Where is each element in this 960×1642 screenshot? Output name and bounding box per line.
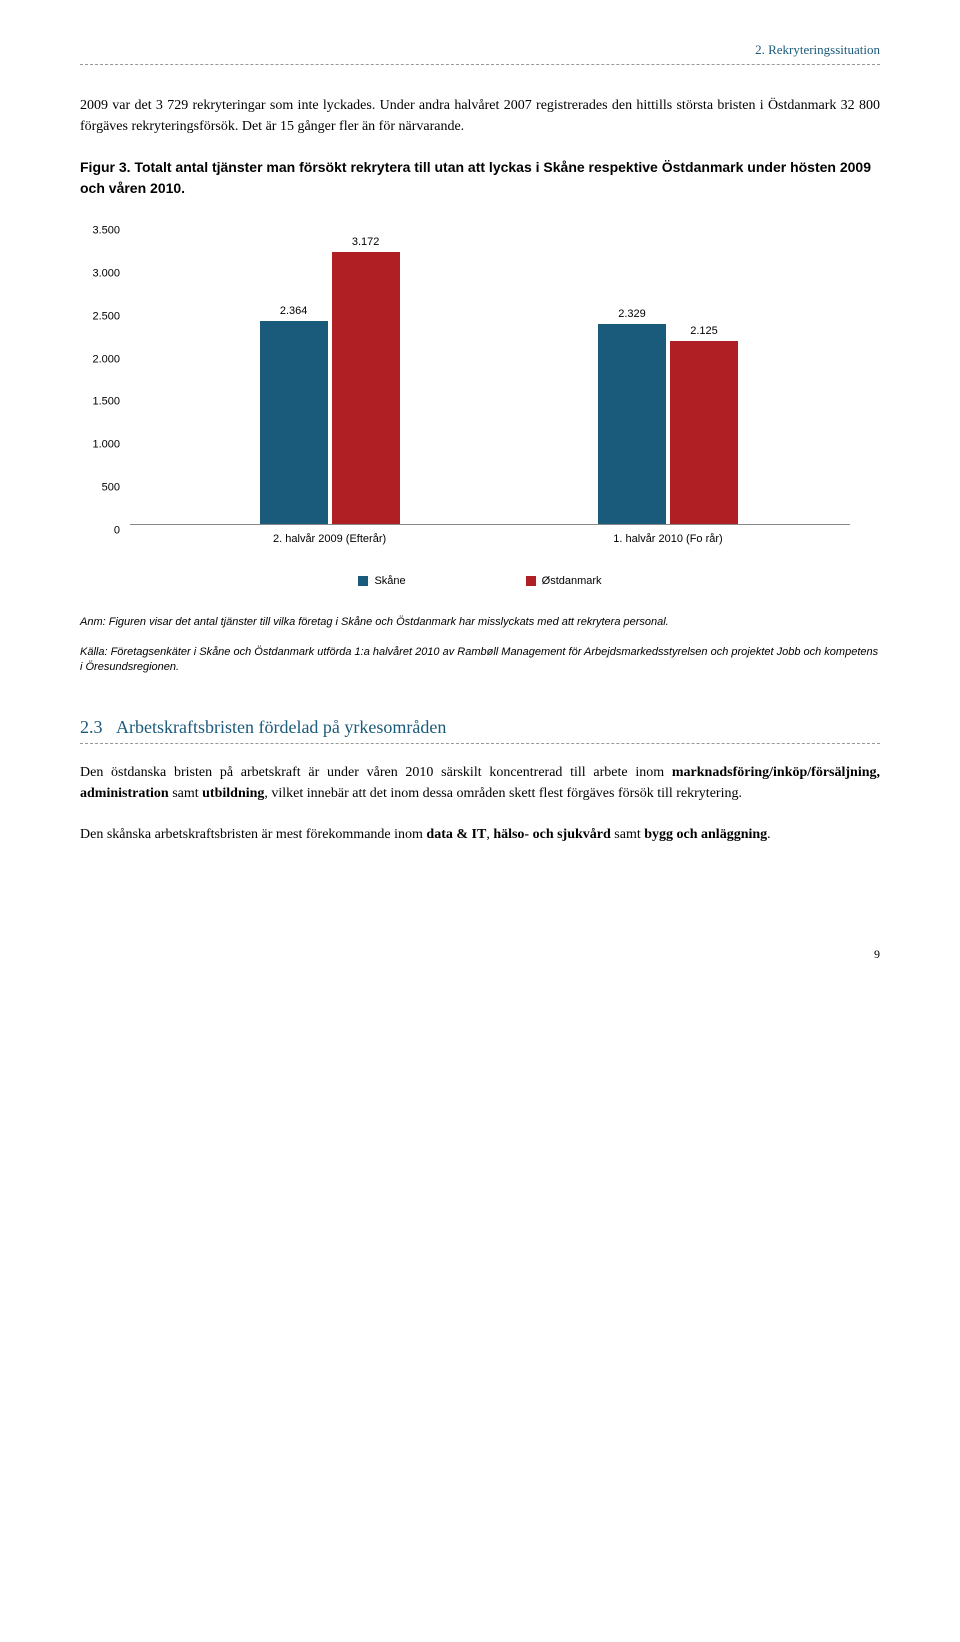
legend-swatch — [526, 576, 536, 586]
text-span: , vilket innebär att det inom dessa områ… — [264, 786, 742, 801]
text-span: . — [767, 827, 771, 842]
page-number: 9 — [80, 945, 880, 963]
page-header: 2. Rekryteringssituation — [80, 40, 880, 65]
figure-note-kalla: Källa: Företagsenkäter i Skåne och Östda… — [80, 645, 880, 674]
bold-text: hälso- och sjukvård — [493, 827, 610, 842]
section-para-2: Den skånska arbetskraftsbristen är mest … — [80, 824, 880, 845]
legend-label: Østdanmark — [542, 573, 602, 590]
chart-legend: Skåne Østdanmark — [80, 573, 880, 590]
intro-paragraph: 2009 var det 3 729 rekryteringar som int… — [80, 95, 880, 137]
figure-block: Figur 3. Totalt antal tjänster man försö… — [80, 157, 880, 600]
x-axis-label: 2. halvår 2009 (Efterår) — [273, 531, 386, 548]
text-span: samt — [611, 827, 644, 842]
bar-group: 2.3643.172 — [260, 252, 400, 524]
bar-value-label: 2.125 — [690, 323, 718, 340]
figure-title: Figur 3. Totalt antal tjänster man försö… — [80, 157, 880, 199]
bold-text: bygg och anläggning — [644, 827, 767, 842]
header-text: 2. Rekryteringssituation — [755, 42, 880, 57]
legend-item: Østdanmark — [526, 573, 602, 590]
text-span: Den skånska arbetskraftsbristen är mest … — [80, 827, 426, 842]
bar-value-label: 3.172 — [352, 234, 380, 251]
y-tick: 0 — [80, 522, 120, 539]
bar-value-label: 2.364 — [280, 303, 308, 320]
bar-chart: 3.500 3.000 2.500 2.000 1.500 1.000 500 0 2.364… — [80, 215, 880, 600]
section-heading: 2.3 Arbetskraftsbristen fördelad på yrke… — [80, 714, 880, 741]
bar: 2.125 — [670, 341, 738, 523]
bar-group: 2.3292.125 — [598, 324, 738, 524]
bar-value-label: 2.329 — [618, 306, 646, 323]
bar: 2.329 — [598, 324, 666, 524]
y-tick: 3.500 — [80, 222, 120, 239]
legend-label: Skåne — [374, 573, 405, 590]
y-axis: 3.5003.0002.5002.0001.5001.0005000 — [80, 225, 125, 525]
y-tick: 2.500 — [80, 308, 120, 325]
section-title: Arbetskraftsbristen fördelad på yrkesomr… — [116, 717, 446, 737]
legend-item: Skåne — [358, 573, 405, 590]
text-span: samt — [169, 786, 202, 801]
bold-text: utbildning — [202, 786, 264, 801]
x-axis-label: 1. halvår 2010 (Fo rår) — [613, 531, 722, 548]
legend-swatch — [358, 576, 368, 586]
y-tick: 1.000 — [80, 437, 120, 454]
y-tick: 2.000 — [80, 351, 120, 368]
bar: 2.364 — [260, 321, 328, 524]
x-axis-labels: 2. halvår 2009 (Efterår) 1. halvår 2010 (… — [130, 525, 850, 565]
section-number: 2.3 — [80, 717, 103, 737]
chart-plot: 2.3643.1722.3292.125 — [130, 225, 850, 525]
bar: 3.172 — [332, 252, 400, 524]
text-span: Den östdanska bristen på arbetskraft är … — [80, 765, 672, 780]
section-para-1: Den östdanska bristen på arbetskraft är … — [80, 762, 880, 804]
bold-text: data & IT — [426, 827, 486, 842]
y-tick: 1.500 — [80, 394, 120, 411]
section-divider — [80, 743, 880, 744]
figure-note-anm: Anm: Figuren visar det antal tjänster ti… — [80, 615, 880, 629]
y-tick: 500 — [80, 479, 120, 496]
y-tick: 3.000 — [80, 265, 120, 282]
